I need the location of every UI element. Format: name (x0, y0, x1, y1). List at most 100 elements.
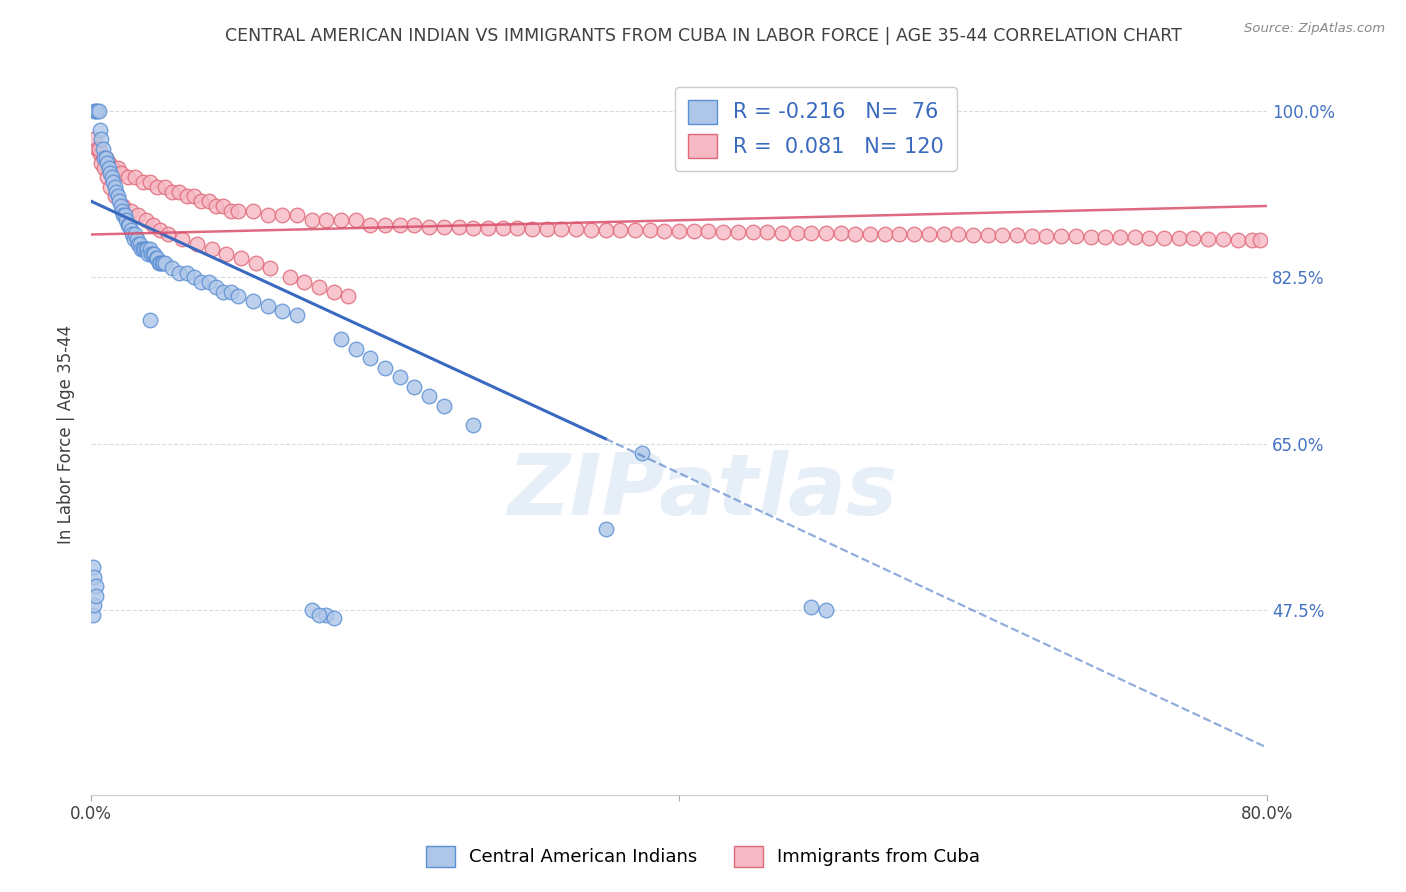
Point (110, 199, 132, 213)
Point (638, 223, 661, 237)
Point (344, 342, 367, 356)
Point (132, 242, 155, 256)
Point (148, 256, 170, 270)
Point (169, 265, 191, 279)
Point (117, 170, 139, 185)
Point (1153, 231, 1175, 245)
Point (183, 270, 205, 285)
Point (89, 123, 111, 137)
Point (103, 175, 125, 189)
Point (359, 351, 381, 365)
Point (86, 103, 108, 118)
Point (652, 224, 675, 238)
Point (96, 170, 118, 185)
Point (492, 220, 515, 235)
Point (172, 232, 194, 246)
Point (96, 156, 118, 170)
Point (682, 224, 704, 238)
Point (190, 275, 212, 289)
Point (197, 275, 219, 289)
Point (127, 209, 149, 223)
Point (844, 227, 866, 241)
Point (139, 175, 162, 189)
Point (112, 199, 135, 213)
Point (595, 522, 617, 536)
Point (374, 218, 396, 232)
Point (93, 152, 115, 166)
Point (1064, 229, 1087, 244)
Point (388, 370, 411, 384)
Point (536, 221, 558, 235)
Point (322, 611, 344, 625)
Point (143, 246, 166, 260)
Point (142, 218, 165, 232)
Point (285, 209, 308, 223)
Y-axis label: In Labor Force | Age 35-44: In Labor Force | Age 35-44 (58, 325, 75, 543)
Point (1212, 232, 1234, 246)
Point (127, 237, 149, 252)
Point (110, 166, 132, 180)
Point (142, 246, 165, 260)
Point (190, 194, 212, 209)
Point (404, 379, 426, 393)
Point (145, 252, 167, 266)
Point (1137, 231, 1160, 245)
Text: ZIPatlas: ZIPatlas (508, 450, 897, 533)
Point (308, 607, 330, 622)
Point (344, 213, 367, 227)
Point (141, 246, 163, 260)
Point (212, 285, 235, 299)
Point (135, 213, 157, 227)
Point (1241, 233, 1264, 247)
Point (90, 132, 112, 146)
Point (259, 260, 281, 275)
Point (115, 213, 138, 227)
Legend: R = -0.216   N=  76, R =  0.081   N= 120: R = -0.216 N= 76, R = 0.081 N= 120 (675, 87, 956, 170)
Point (139, 242, 162, 256)
Point (205, 279, 228, 293)
Point (136, 242, 159, 256)
Point (786, 226, 808, 240)
Point (330, 332, 353, 346)
Point (124, 170, 146, 185)
Point (932, 227, 955, 242)
Point (245, 256, 267, 270)
Point (131, 242, 153, 256)
Point (87, 103, 110, 118)
Point (337, 289, 360, 303)
Point (139, 313, 162, 327)
Point (124, 227, 146, 242)
Point (82, 560, 104, 574)
Point (197, 194, 219, 209)
Point (727, 225, 749, 239)
Point (873, 227, 896, 241)
Point (160, 260, 183, 275)
Point (830, 226, 852, 240)
Point (131, 175, 153, 189)
Point (595, 223, 617, 237)
Point (814, 603, 837, 617)
Point (83, 598, 105, 612)
Point (94, 152, 117, 166)
Point (114, 209, 136, 223)
Point (271, 209, 294, 223)
Point (800, 226, 823, 240)
Point (668, 224, 690, 238)
Point (176, 189, 198, 203)
Point (105, 185, 128, 199)
Point (146, 180, 169, 194)
Point (83, 103, 105, 118)
Point (112, 209, 135, 223)
Point (477, 220, 499, 235)
Point (1249, 233, 1271, 247)
Point (138, 246, 160, 260)
Point (98, 166, 121, 180)
Point (948, 227, 970, 242)
Point (292, 275, 315, 289)
Point (1167, 231, 1189, 245)
Point (624, 223, 647, 237)
Point (150, 256, 173, 270)
Point (219, 203, 242, 218)
Point (308, 279, 330, 293)
Point (1226, 233, 1249, 247)
